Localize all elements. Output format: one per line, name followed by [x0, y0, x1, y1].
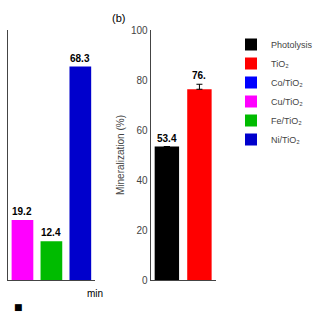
svg-text:Co/TiO₂: Co/TiO₂ [271, 78, 303, 88]
svg-text:60: 60 [136, 125, 148, 136]
svg-text:TiO₂: TiO₂ [271, 59, 289, 69]
svg-text:80: 80 [136, 75, 148, 86]
svg-text:68.3: 68.3 [70, 53, 90, 64]
svg-text:min: min [87, 288, 103, 299]
svg-text:12.4: 12.4 [41, 227, 61, 238]
svg-text:Mineralization (%): Mineralization (%) [115, 115, 126, 195]
svg-text:Ni/TiO₂: Ni/TiO₂ [271, 135, 300, 145]
svg-text:53.4: 53.4 [157, 133, 177, 144]
svg-text:100: 100 [131, 25, 148, 36]
svg-text:20: 20 [136, 225, 148, 236]
svg-text:76.: 76. [192, 70, 206, 81]
svg-text:19.2: 19.2 [12, 206, 32, 217]
svg-text:(b): (b) [112, 12, 125, 24]
svg-text:Cu/TiO₂: Cu/TiO₂ [271, 97, 303, 107]
svg-text:Fe/TiO₂: Fe/TiO₂ [271, 116, 302, 126]
svg-text:0: 0 [142, 275, 148, 286]
svg-text:■: ■ [14, 302, 23, 312]
svg-text:Photolysis: Photolysis [271, 40, 313, 50]
svg-text:40: 40 [136, 175, 148, 186]
